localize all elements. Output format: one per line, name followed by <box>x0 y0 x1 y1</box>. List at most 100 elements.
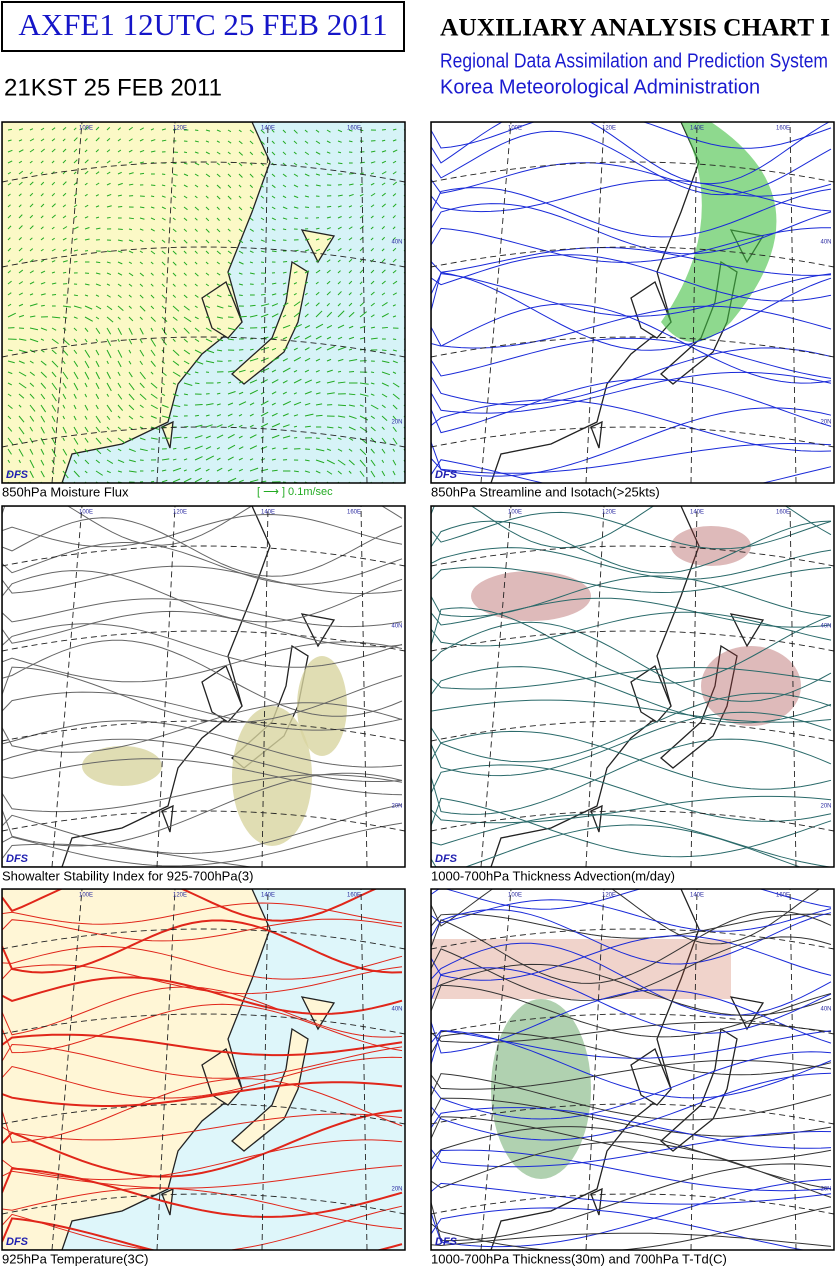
graticule-label: 120E <box>173 510 187 516</box>
graticule-label: 140E <box>690 510 704 516</box>
subtitle: Regional Data Assimilation and Predictio… <box>440 50 828 72</box>
advection-area <box>671 526 751 566</box>
panel-legend: [ ⟶ ] 0.1m/sec <box>257 486 333 498</box>
flux-arrow <box>272 470 278 471</box>
graticule-label: 100E <box>79 126 93 132</box>
panel-caption: 1000-700hPa Thickness Advection(m/day) <box>431 868 675 883</box>
flux-arrow <box>349 394 355 395</box>
flux-arrow <box>382 327 388 328</box>
graticule-label: 20N <box>820 804 831 810</box>
flux-arrow <box>184 152 187 153</box>
stable-area <box>82 746 162 786</box>
graticule-label: 40N <box>820 624 831 630</box>
flux-arrow <box>261 294 265 295</box>
subtitle: Korea Meteorological Administration <box>440 76 760 98</box>
flux-arrow <box>272 251 277 252</box>
flux-arrow <box>261 262 264 263</box>
flux-arrow <box>151 196 154 197</box>
logo: DFS <box>435 469 458 481</box>
flux-arrow <box>338 405 346 406</box>
graticule-label: 20N <box>820 420 831 426</box>
flux-arrow <box>173 163 176 164</box>
graticule-label: 140E <box>690 126 704 132</box>
panel-caption: 850hPa Moisture Flux <box>2 484 129 499</box>
graticule-label: 20N <box>391 420 402 426</box>
logo: DFS <box>6 853 29 865</box>
flux-arrow <box>129 218 134 219</box>
flux-arrow <box>195 383 199 384</box>
flux-arrow <box>74 261 77 262</box>
graticule-label: 160E <box>347 126 361 132</box>
flux-arrow <box>349 141 352 142</box>
flux-arrow <box>294 471 299 472</box>
graticule-label: 100E <box>508 893 522 899</box>
panel-caption: 850hPa Streamline and Isotach(>25kts) <box>431 484 660 499</box>
flux-arrow <box>195 415 199 416</box>
graticule-label: 120E <box>602 126 616 132</box>
graticule-label: 100E <box>79 893 93 899</box>
graticule-label: 160E <box>776 893 790 899</box>
advection-area <box>471 571 591 621</box>
graticule-label: 40N <box>391 240 402 246</box>
graticule-label: 120E <box>173 893 187 899</box>
graticule-label: 140E <box>261 510 275 516</box>
logo: DFS <box>6 469 29 481</box>
flux-arrow <box>250 305 256 306</box>
graticule-label: 160E <box>776 126 790 132</box>
graticule-label: 100E <box>508 126 522 132</box>
flux-arrow <box>305 207 309 208</box>
flux-arrow <box>239 295 243 296</box>
graticule-label: 40N <box>391 624 402 630</box>
title-box-text: AXFE1 12UTC 25 FEB 2011 <box>18 7 387 42</box>
flux-arrow <box>239 328 244 329</box>
flux-arrow <box>371 372 374 373</box>
logo: DFS <box>6 1236 29 1248</box>
graticule-label: 140E <box>261 893 275 899</box>
local-time: 21KST 25 FEB 2011 <box>4 74 222 101</box>
flux-arrow <box>151 481 154 482</box>
dry-hatch <box>431 939 731 999</box>
graticule-label: 120E <box>173 126 187 132</box>
stable-area <box>297 656 347 756</box>
flux-arrow <box>338 152 341 153</box>
graticule-label: 20N <box>820 1187 831 1193</box>
flux-arrow <box>140 173 144 174</box>
flux-arrow <box>294 437 297 438</box>
flux-arrow <box>294 218 298 219</box>
graticule-label: 100E <box>79 510 93 516</box>
flux-arrow <box>349 173 354 174</box>
logo: DFS <box>435 1236 458 1248</box>
logo: DFS <box>435 853 458 865</box>
flux-arrow <box>41 305 45 306</box>
graticule-label: 20N <box>391 804 402 810</box>
panel-caption: 1000-700hPa Thickness(30m) and 700hPa T-… <box>431 1251 727 1266</box>
flux-arrow <box>239 360 243 361</box>
flux-arrow <box>74 295 78 296</box>
flux-arrow <box>338 163 342 164</box>
graticule-label: 100E <box>508 510 522 516</box>
flux-arrow <box>107 217 111 218</box>
graticule-label: 20N <box>391 1187 402 1193</box>
graticule-label: 120E <box>602 893 616 899</box>
flux-arrow <box>338 371 341 372</box>
flux-arrow <box>173 448 176 449</box>
chart-title: AUXILIARY ANALYSIS CHART I <box>440 15 830 42</box>
flux-arrow <box>8 350 13 351</box>
flux-arrow <box>96 262 100 263</box>
flux-arrow <box>327 206 331 207</box>
graticule-label: 120E <box>602 510 616 516</box>
flux-arrow <box>107 251 111 252</box>
